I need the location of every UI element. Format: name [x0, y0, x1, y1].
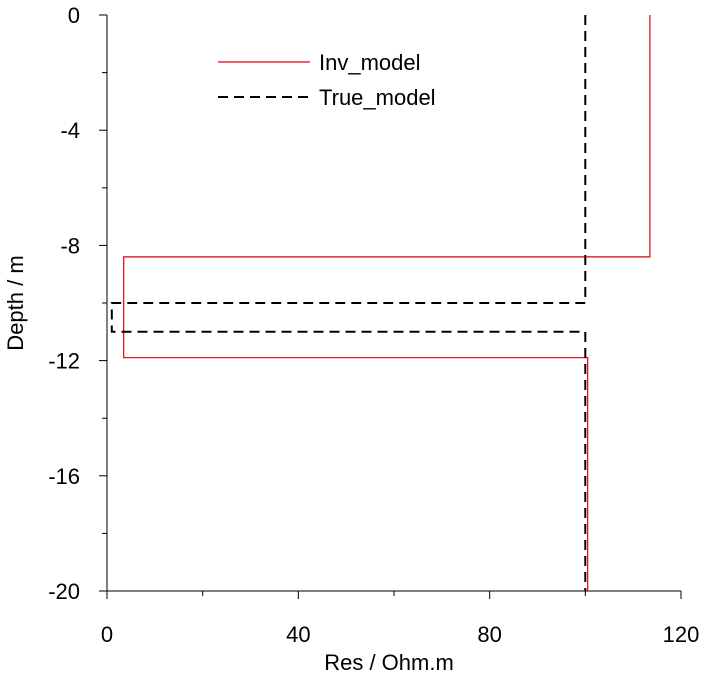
- legend: Inv_model True_model: [218, 50, 436, 110]
- y-tick-label: -16: [48, 464, 80, 489]
- legend-label: True_model: [319, 85, 436, 110]
- y-tick-label: -4: [60, 118, 80, 143]
- x-tick-label: 40: [286, 622, 310, 647]
- series-line-inv-model: [123, 15, 651, 591]
- x-tick-label: 120: [663, 622, 700, 647]
- ticks: 0 -4 -8 -12 -16 -20 0 40 80 120: [48, 3, 699, 647]
- series-group: [110, 15, 651, 591]
- y-tick-label: -20: [48, 579, 80, 604]
- y-tick-label: -12: [48, 349, 80, 374]
- y-tick-label: 0: [68, 3, 80, 28]
- x-tick-label: 0: [101, 622, 113, 647]
- y-axis-title: Depth / m: [3, 255, 28, 350]
- y-tick-label: -8: [60, 233, 80, 258]
- x-axis-title: Res / Ohm.m: [324, 650, 454, 675]
- series-line-true-model: [110, 15, 587, 591]
- x-tick-label: 80: [477, 622, 501, 647]
- legend-label: Inv_model: [319, 50, 421, 75]
